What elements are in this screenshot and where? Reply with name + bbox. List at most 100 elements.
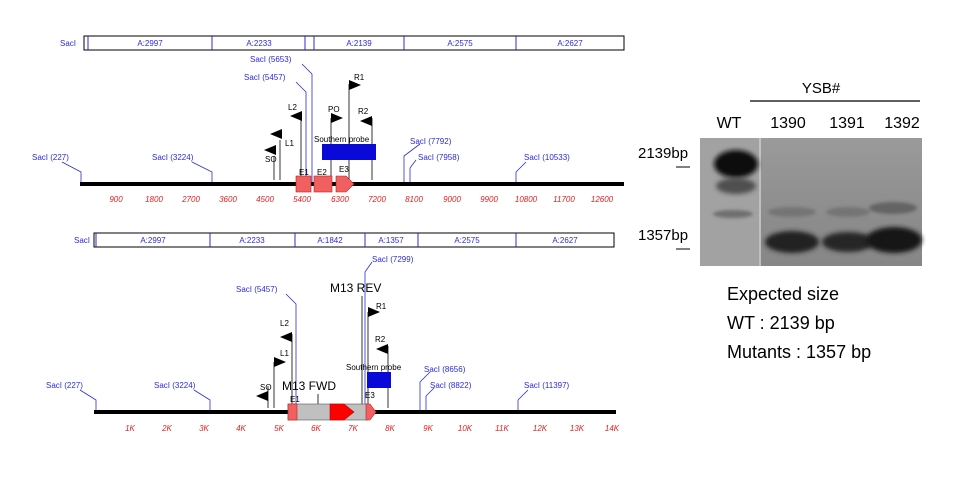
scale: 1K 2K 3K 4K 5K 6K 7K 8K 9K 10K 11K 12K 1… <box>125 424 620 433</box>
saci-site-label: SacI (8656) <box>424 365 466 374</box>
exon-label: E1 <box>299 168 309 177</box>
lane-label: 1392 <box>884 115 920 132</box>
scale-tick: 6K <box>311 424 321 433</box>
saci-site-label: SacI (7792) <box>410 137 452 146</box>
scale-tick: 8K <box>385 424 395 433</box>
fragment-label: A:2997 <box>140 236 166 245</box>
fragment-label: SacI <box>60 39 76 48</box>
fragment-label: SacI <box>74 236 90 245</box>
primer-label: SO <box>260 383 272 392</box>
saci-site-label: SacI (7299) <box>372 255 414 264</box>
primer-label: PO <box>328 105 340 114</box>
southern-blot: YSB# WT 1390 1391 1392 2139bp 1357bp <box>638 80 922 266</box>
scale-tick: 900 <box>109 195 123 204</box>
exon <box>313 175 333 193</box>
saci-site-label: SacI (10533) <box>524 153 570 162</box>
southern-probe <box>322 144 376 160</box>
scale-tick: 7K <box>348 424 358 433</box>
primers: SO L1 L2 PO R1 R2 <box>264 73 373 180</box>
fragment-label: A:2233 <box>239 236 265 245</box>
expected-size-notes: Expected size WT : 2139 bp Mutants : 135… <box>727 284 871 362</box>
scale-tick: 2K <box>161 424 172 433</box>
saci-site-label: SacI (3224) <box>154 381 196 390</box>
saci-sites: SacI (227) SacI (3224) SacI (5457) SacI … <box>32 55 570 184</box>
saci-site-label: SacI (8822) <box>430 381 472 390</box>
lane-label: 1391 <box>829 115 865 132</box>
scale-tick: 5K <box>274 424 284 433</box>
mutant-map: SacI A:2997 A:2233 A:1842 A:1357 A:2575 … <box>46 232 620 433</box>
exon <box>365 403 377 421</box>
exon <box>287 403 298 421</box>
fragment-label: A:2575 <box>454 236 480 245</box>
primer-label: L2 <box>280 319 289 328</box>
primer-label: L1 <box>280 349 289 358</box>
primer-label: SO <box>265 155 277 164</box>
scale-tick: 8100 <box>405 195 423 204</box>
m13-fwd-label: M13 FWD <box>282 379 336 393</box>
scale-tick: 11K <box>495 424 509 433</box>
exon-label: E3 <box>339 165 349 174</box>
notes-wt: WT : 2139 bp <box>727 313 835 333</box>
fragment-label: A:2575 <box>447 39 473 48</box>
lane-label: WT <box>717 115 742 132</box>
saci-site-label: SacI (3224) <box>152 153 194 162</box>
southern-probe-label: Southern probe <box>314 135 370 144</box>
primer-label: L1 <box>285 139 294 148</box>
primer-label: R1 <box>376 302 387 311</box>
exon-label: E3 <box>365 391 375 400</box>
scale-tick: 5400 <box>293 195 311 204</box>
notes-title: Expected size <box>727 284 839 304</box>
lane-label: 1390 <box>770 115 806 132</box>
exon-label: E2 <box>317 168 327 177</box>
primer-label: R2 <box>358 107 369 116</box>
saci-site-label: SacI (227) <box>32 153 69 162</box>
southern-probe-label: Southern probe <box>346 363 402 372</box>
cassette <box>287 403 369 421</box>
scale: 900 1800 2700 3600 4500 5400 6300 7200 8… <box>109 195 613 204</box>
primers: SO L1 L2 R1 R2 M13 REV M13 FWD <box>256 281 389 408</box>
scale-tick: 9900 <box>480 195 498 204</box>
scale-tick: 2700 <box>181 195 200 204</box>
marker-label: 2139bp <box>638 145 688 162</box>
scale-tick: 1800 <box>145 195 163 204</box>
wt-map: SacI A:2997 A:2233 A:2139 A:2575 A:2627 … <box>32 35 625 204</box>
saci-site-label: SacI (5457) <box>244 73 286 82</box>
fragment-bar: SacI A:2997 A:2233 A:1842 A:1357 A:2575 … <box>74 232 615 248</box>
scale-tick: 10K <box>458 424 473 433</box>
saci-site-label: SacI (227) <box>46 381 83 390</box>
gel-image <box>700 138 922 266</box>
scale-tick: 4500 <box>256 195 274 204</box>
scale-tick: 6300 <box>331 195 349 204</box>
scale-tick: 9000 <box>443 195 461 204</box>
fragment-label: A:2139 <box>346 39 372 48</box>
fragment-label: A:1357 <box>378 236 404 245</box>
saci-site-label: SacI (7958) <box>418 153 460 162</box>
scale-tick: 1K <box>125 424 135 433</box>
fragment-label: A:1842 <box>317 236 343 245</box>
scale-tick: 14K <box>605 424 620 433</box>
fragment-label: A:2997 <box>137 39 163 48</box>
exon <box>335 175 355 193</box>
scale-tick: 7200 <box>368 195 386 204</box>
saci-site-label: SacI (5457) <box>236 285 278 294</box>
scale-tick: 3600 <box>219 195 237 204</box>
fragment-bar: SacI A:2997 A:2233 A:2139 A:2575 A:2627 <box>60 35 625 51</box>
primer-label: R2 <box>375 335 386 344</box>
southern-probe <box>367 372 391 388</box>
fragment-label: A:2627 <box>557 39 583 48</box>
m13-rev-label: M13 REV <box>330 281 381 295</box>
scale-tick: 9K <box>423 424 433 433</box>
fragment-label: A:2627 <box>552 236 578 245</box>
marker-label: 1357bp <box>638 227 688 244</box>
saci-site-label: SacI (11397) <box>524 381 570 390</box>
saci-sites: SacI (227) SacI (3224) SacI (5457) SacI … <box>46 255 570 412</box>
primer-label: L2 <box>288 103 297 112</box>
scale-tick: 11700 <box>553 195 575 204</box>
scale-tick: 4K <box>236 424 246 433</box>
fragment-label: A:2233 <box>246 39 272 48</box>
exon-label: E1 <box>290 395 300 404</box>
exon <box>295 175 312 193</box>
scale-tick: 10800 <box>515 195 538 204</box>
